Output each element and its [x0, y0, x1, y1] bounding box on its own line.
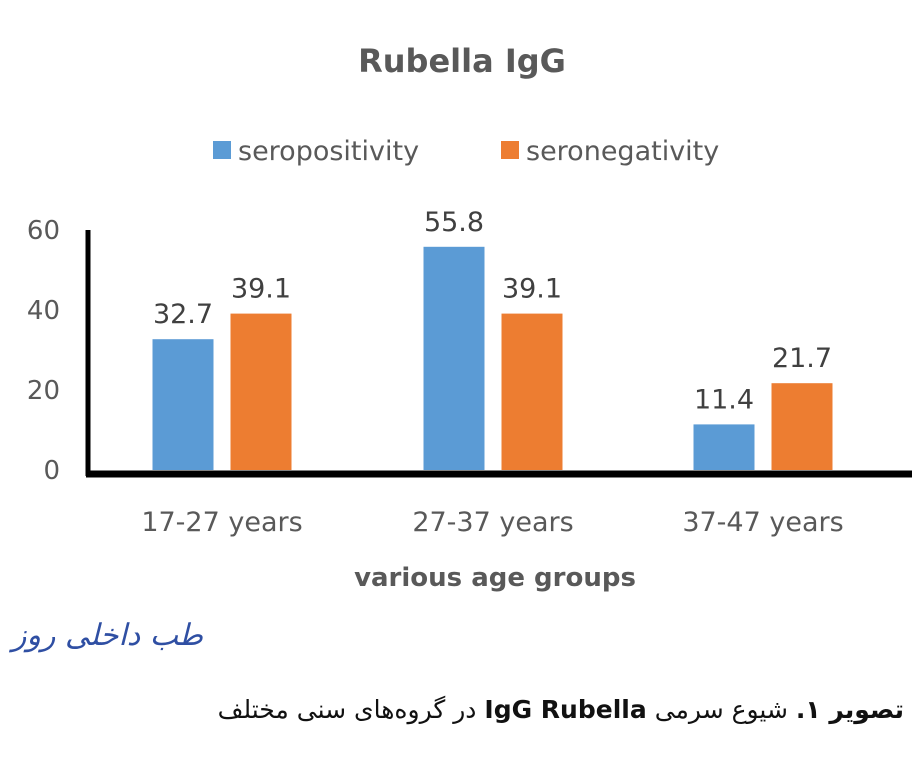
x-category-label: 17-27 years	[141, 507, 302, 538]
x-category-label: 27-37 years	[412, 507, 573, 538]
y-tick-label: 0	[43, 456, 60, 486]
bar-seropositivity-0	[152, 339, 214, 470]
data-label: 11.4	[694, 384, 754, 415]
y-tick-label: 20	[27, 376, 60, 406]
caption-bold-term: IgG Rubella	[484, 695, 647, 724]
caption-label: تصویر ۱.	[795, 695, 904, 724]
data-labels: 32.7 39.1 55.8 39.1 11.4 21.7	[153, 207, 832, 416]
y-tick-label: 60	[27, 216, 60, 246]
legend: seropositivity seronegativity	[213, 136, 719, 167]
bar-seronegativity-1	[501, 313, 563, 470]
data-label: 21.7	[772, 343, 832, 374]
legend-label: seronegativity	[526, 136, 719, 167]
bar-seropositivity-1	[423, 246, 485, 470]
data-label: 32.7	[153, 299, 213, 330]
bars	[152, 246, 833, 470]
x-category-label: 37-47 years	[682, 507, 843, 538]
data-label: 55.8	[424, 207, 484, 238]
category-labels: 17-27 years 27-37 years 37-47 years	[141, 507, 843, 538]
y-axis-ticks: 0 20 40 60	[27, 216, 60, 486]
legend-swatch-seronegativity	[501, 141, 519, 159]
bar-seropositivity-2	[693, 424, 755, 470]
caption-text-1: شیوع سرمی	[654, 695, 788, 724]
y-tick-label: 40	[27, 296, 60, 326]
x-axis-title: various age groups	[354, 563, 636, 593]
bar-chart: Rubella IgG seropositivity seronegativity…	[27, 42, 912, 593]
legend-swatch-seropositivity	[213, 141, 231, 159]
data-label: 39.1	[502, 274, 562, 305]
bar-seronegativity-2	[771, 383, 833, 470]
publisher-watermark: طب داخلی روز	[12, 618, 204, 653]
bar-seronegativity-0	[230, 313, 292, 470]
caption-text-2: در گروه‌های سنی مختلف	[217, 695, 477, 724]
legend-label: seropositivity	[238, 136, 419, 167]
chart-title: Rubella IgG	[358, 42, 566, 80]
figure-caption: تصویر ۱. شیوع سرمی IgG Rubella در گروه‌ه…	[24, 695, 904, 724]
data-label: 39.1	[231, 274, 291, 305]
